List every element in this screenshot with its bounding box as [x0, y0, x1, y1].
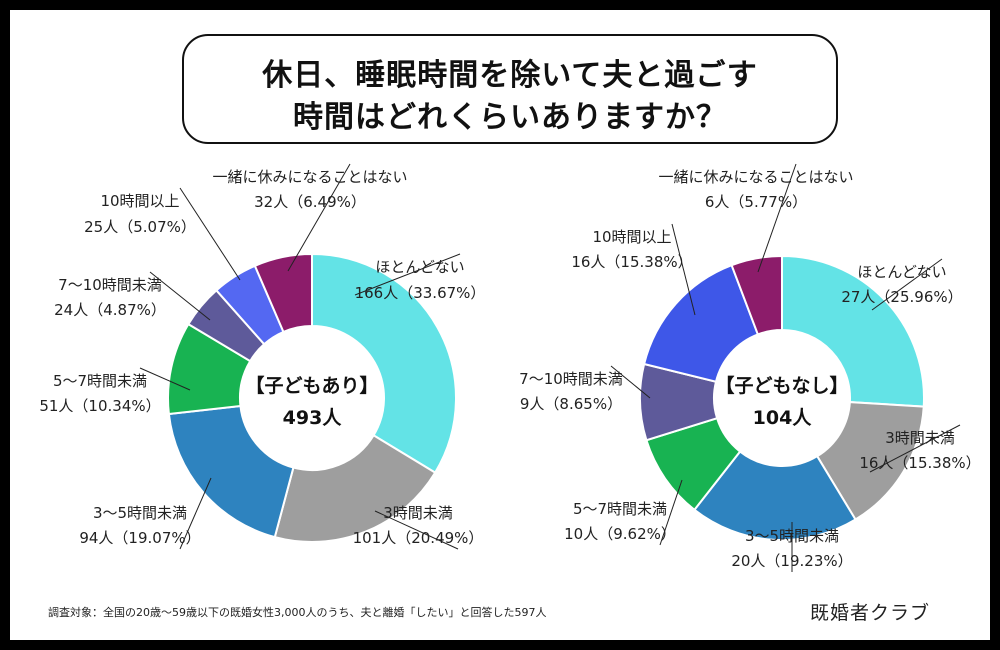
donut-chart-2: ほとんどない 27人（25.96%） 3時間未満 16人（15.38%） 3〜5時間未満… — [519, 163, 981, 572]
slice-category-label: 一緒に休みになることはない — [212, 168, 407, 186]
slice-category-label: 3〜5時間未満 — [745, 527, 839, 545]
slice-category-label: 10時間以上 — [592, 228, 671, 246]
leader-line — [610, 365, 651, 399]
brand-name: 既婚者クラブ — [810, 602, 931, 624]
donut-center-label: 【子どもあり】 — [245, 374, 378, 397]
leader-line — [179, 477, 212, 550]
slice-value-label: 20人（19.23%） — [731, 552, 852, 570]
slice-value-label: 9人（8.65%） — [520, 395, 622, 413]
slice-value-label: 94人（19.07%） — [79, 529, 200, 547]
leader-line — [671, 223, 696, 316]
leader-line — [149, 271, 211, 321]
slice-category-label: ほとんどない — [857, 263, 946, 281]
slice-value-label: 51人（10.34%） — [39, 397, 160, 415]
title-box: 休日、睡眠時間を除いて夫と過ごす 時間はどれくらいありますか？ — [182, 34, 838, 144]
slice-category-label: 7〜10時間未満 — [58, 276, 162, 294]
leader-line — [869, 424, 961, 473]
leader-line — [374, 510, 459, 550]
slice-category-label: 3時間未満 — [383, 504, 453, 522]
slice-value-label: 32人（6.49%） — [254, 193, 366, 211]
title-line-2: 時間はどれくらいありますか？ — [293, 100, 727, 135]
leader-line — [757, 163, 797, 273]
donut-center-label: 【子どもなし】 — [715, 374, 848, 397]
donut-slice — [273, 433, 437, 543]
donut-slice — [781, 254, 925, 408]
slice-category-label: 7〜10時間未満 — [519, 370, 623, 388]
slice-value-label: 6人（5.77%） — [705, 193, 807, 211]
slice-category-label: ほとんどない — [375, 258, 464, 276]
leader-line — [179, 187, 241, 281]
leader-line — [139, 367, 191, 391]
donut-center-value: 493人 — [283, 407, 343, 429]
survey-footnote: 調査対象：全国の20歳〜59歳以下の既婚女性3,000人のうち、夫と離婚「したい… — [48, 606, 547, 619]
slice-category-label: 3時間未満 — [885, 429, 955, 447]
slice-value-label: 16人（15.38%） — [571, 253, 692, 271]
slice-category-label: 10時間以上 — [100, 192, 179, 210]
donut-slice — [253, 252, 313, 334]
title-line-1: 休日、睡眠時間を除いて夫と過ごす — [262, 58, 758, 93]
donut-center-value: 104人 — [753, 407, 813, 429]
donut-slice — [167, 404, 295, 539]
slice-value-label: 101人（20.49%） — [353, 529, 484, 547]
slice-category-label: 5〜7時間未満 — [573, 500, 667, 518]
slice-category-label: 5〜7時間未満 — [53, 372, 147, 390]
leader-line — [871, 258, 943, 311]
leader-line — [659, 479, 683, 546]
donut-chart-1: ほとんどない 166人（33.67%） 3時間未満 101人（20.49%） 3〜5時間… — [39, 163, 486, 550]
leader-line — [287, 163, 351, 272]
slice-value-label: 24人（4.87%） — [54, 301, 166, 319]
slice-value-label: 25人（5.07%） — [84, 218, 196, 236]
slice-category-label: 3〜5時間未満 — [93, 504, 187, 522]
donut-slice — [730, 254, 783, 336]
slice-value-label: 10人（9.62%） — [564, 525, 676, 543]
slice-value-label: 166人（33.67%） — [355, 284, 486, 302]
slice-category-label: 一緒に休みになることはない — [658, 168, 853, 186]
slice-value-label: 16人（15.38%） — [859, 454, 980, 472]
leader-line — [354, 253, 461, 296]
donut-slice — [693, 450, 857, 541]
slice-value-label: 27人（25.96%） — [841, 288, 962, 306]
